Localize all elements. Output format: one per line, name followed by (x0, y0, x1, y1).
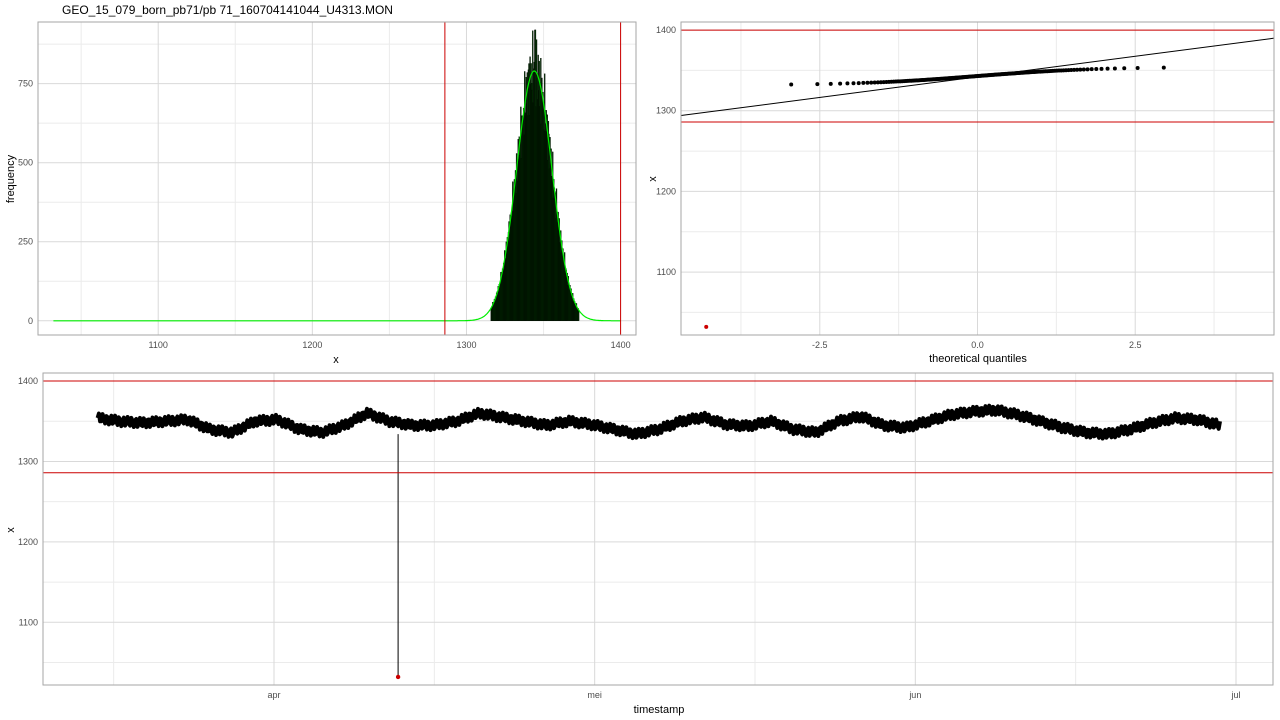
qq-x-tick-label: -2.5 (812, 340, 828, 350)
histogram-bar (577, 309, 580, 321)
timeseries-x-tick-label: apr (267, 690, 280, 700)
qq-point (872, 80, 877, 85)
qq-point (1161, 65, 1166, 70)
qq-point (1078, 67, 1083, 72)
histogram-panel-border (37, 21, 637, 336)
qq-point (1085, 67, 1090, 72)
histogram-x-tick-label: 1300 (456, 340, 476, 350)
histogram-y-tick-label: 250 (18, 237, 33, 247)
timeseries-x-tick-label: mei (587, 690, 602, 700)
qq-point (845, 81, 850, 86)
qq-point (1081, 67, 1086, 72)
qq-plot-panel: -2.5 0.0 2.5 1100 1200 1300 1400 theoretical q… (647, 21, 1275, 365)
qq-point (1105, 66, 1110, 71)
timeseries-panel: apr mei jun jul 1100 1200 1300 1400 timestamp x (5, 372, 1274, 716)
qq-outlier-point (704, 324, 709, 329)
qq-y-tick-label: 1300 (656, 106, 676, 116)
timeseries-panel-border (42, 372, 1274, 686)
timeseries-y-tick-label: 1100 (19, 617, 38, 627)
qq-x-tick-label: 2.5 (1129, 340, 1142, 350)
qq-point (828, 81, 833, 86)
timeseries-y-tick-label: 1200 (18, 537, 38, 547)
qq-x-tick-label: 0.0 (971, 340, 984, 350)
histogram-x-tick-label: 1200 (302, 340, 322, 350)
qq-point (878, 80, 883, 85)
qq-point (1072, 67, 1077, 72)
timeseries-x-tick-label: jul (1230, 690, 1240, 700)
histogram-y-axis-label: frequency (5, 154, 17, 203)
qq-point (1089, 67, 1094, 72)
qq-point (856, 81, 861, 86)
histogram-y-tick-label: 500 (18, 158, 33, 168)
chart-title: GEO_15_079_born_pb71/pb 71_160704141044_… (62, 3, 393, 17)
timeseries-y-tick-label: 1300 (18, 456, 38, 466)
histogram-x-axis-label: x (333, 354, 339, 366)
qq-point (1075, 67, 1080, 72)
timeseries-y-axis-label: x (5, 527, 17, 533)
qq-point (851, 81, 856, 86)
qq-point (865, 80, 870, 85)
timeseries-x-axis-label: timestamp (634, 704, 685, 716)
histogram-y-tick-label: 0 (28, 316, 33, 326)
qq-plot-x-axis-label: theoretical quantiles (929, 353, 1027, 365)
qq-point (1122, 66, 1127, 71)
qq-point (869, 80, 874, 85)
qq-y-tick-label: 1100 (657, 267, 676, 277)
qq-point (1094, 67, 1099, 72)
qq-y-tick-label: 1400 (656, 25, 676, 35)
qq-point (789, 82, 794, 87)
qq-point (1135, 65, 1140, 70)
histogram-x-tick-label: 1400 (611, 340, 631, 350)
timeseries-x-tick-label: jun (908, 690, 921, 700)
timeseries-outlier-point (395, 674, 401, 680)
histogram-panel: 1100 1200 1300 1400 0 250 500 750 x frequency (5, 21, 637, 366)
qq-point (1112, 66, 1117, 71)
histogram-y-tick-label: 750 (18, 79, 33, 89)
qq-point (1069, 67, 1074, 72)
qq-point (875, 80, 880, 85)
qq-plot-y-axis-label: x (647, 176, 659, 182)
timeseries-y-tick-label: 1400 (18, 376, 38, 386)
histogram-x-tick-label: 1100 (149, 340, 168, 350)
histogram-density-curve (53, 70, 621, 322)
qq-y-tick-label: 1200 (656, 186, 676, 196)
qq-point (838, 81, 843, 86)
qq-point (1099, 66, 1104, 71)
qq-point (815, 82, 820, 87)
qq-plot-panel-border (680, 21, 1275, 336)
timeseries-line (95, 403, 1222, 441)
qq-point (861, 80, 866, 85)
